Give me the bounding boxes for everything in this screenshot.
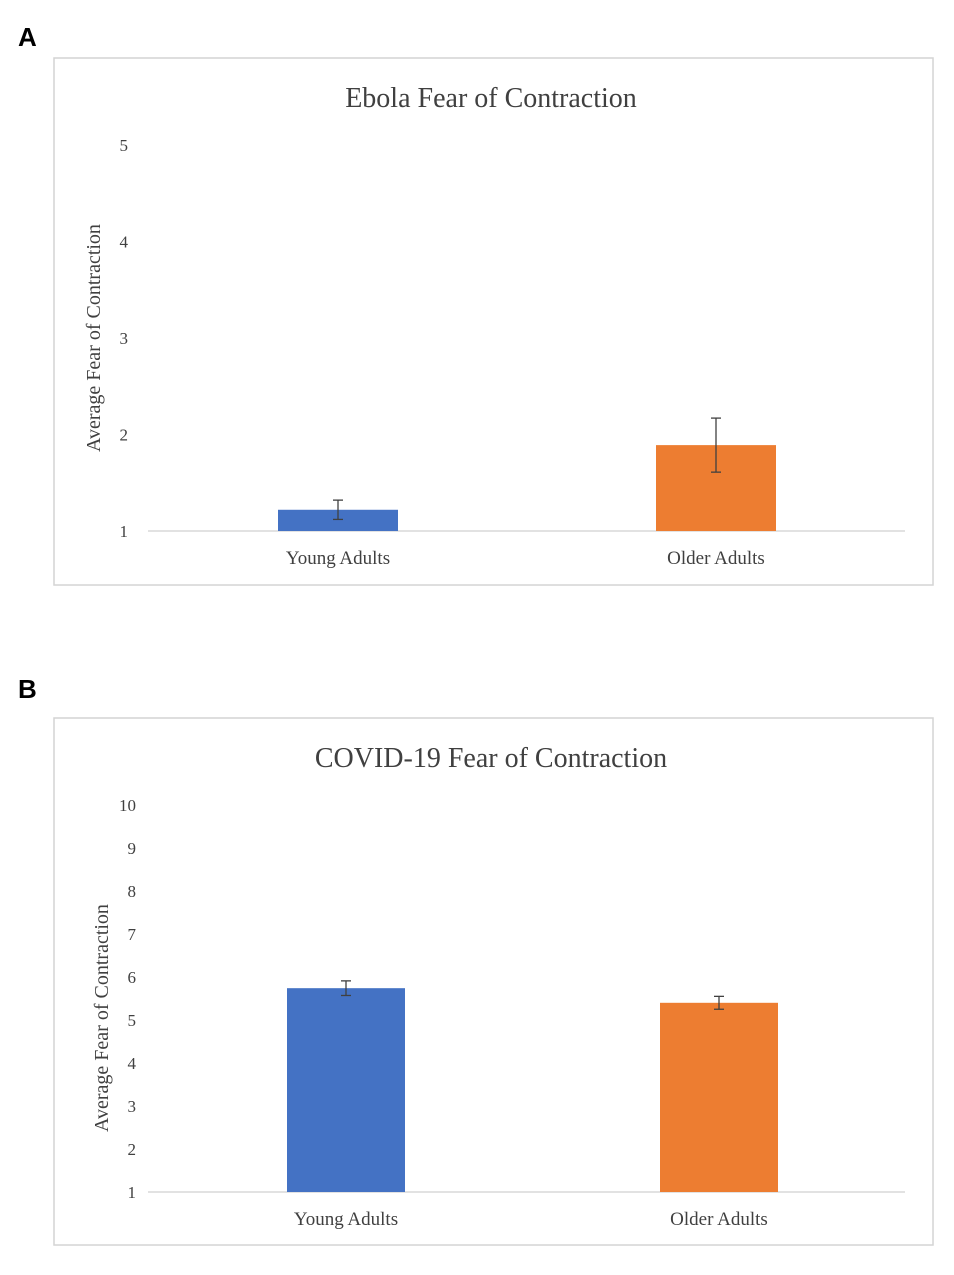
y-axis-label: Average Fear of Contraction bbox=[91, 904, 113, 1132]
covid-fear-chart: COVID-19 Fear of Contraction Average Fea… bbox=[53, 717, 934, 1246]
chart-frame bbox=[53, 717, 934, 1246]
y-tick-label: 4 bbox=[120, 233, 129, 252]
y-tick-label: 8 bbox=[128, 882, 137, 901]
y-tick-label: 9 bbox=[128, 839, 137, 858]
panel-letter-a: A bbox=[18, 22, 37, 52]
x-category-label: Young Adults bbox=[294, 1209, 398, 1230]
y-tick-label: 6 bbox=[128, 968, 137, 987]
chart-title: Ebola Fear of Contraction bbox=[345, 83, 637, 114]
y-tick-label: 2 bbox=[128, 1140, 137, 1159]
y-tick-label: 10 bbox=[119, 796, 136, 815]
y-tick-label: 7 bbox=[128, 925, 137, 944]
y-tick-label: 1 bbox=[120, 522, 129, 541]
bar-young-adults bbox=[287, 988, 405, 1192]
y-tick-label: 4 bbox=[128, 1054, 137, 1073]
y-axis-label: Average Fear of Contraction bbox=[83, 224, 105, 452]
chart-title: COVID-19 Fear of Contraction bbox=[315, 743, 667, 774]
ebola-fear-chart: Ebola Fear of Contraction Average Fear o… bbox=[53, 57, 934, 586]
x-category-label: Older Adults bbox=[670, 1209, 768, 1230]
y-tick-label: 5 bbox=[120, 136, 129, 155]
y-tick-label: 2 bbox=[120, 426, 129, 445]
y-tick-label: 1 bbox=[128, 1183, 137, 1202]
y-tick-label: 3 bbox=[128, 1097, 137, 1116]
x-category-label: Older Adults bbox=[667, 548, 765, 569]
x-category-label: Young Adults bbox=[286, 548, 390, 569]
y-tick-label: 5 bbox=[128, 1011, 137, 1030]
y-tick-label: 3 bbox=[120, 329, 129, 348]
panel-letter-b: B bbox=[18, 674, 37, 704]
bar-young-adults bbox=[278, 509, 398, 531]
chart-frame bbox=[53, 57, 934, 586]
bar-older-adults bbox=[660, 1002, 778, 1192]
